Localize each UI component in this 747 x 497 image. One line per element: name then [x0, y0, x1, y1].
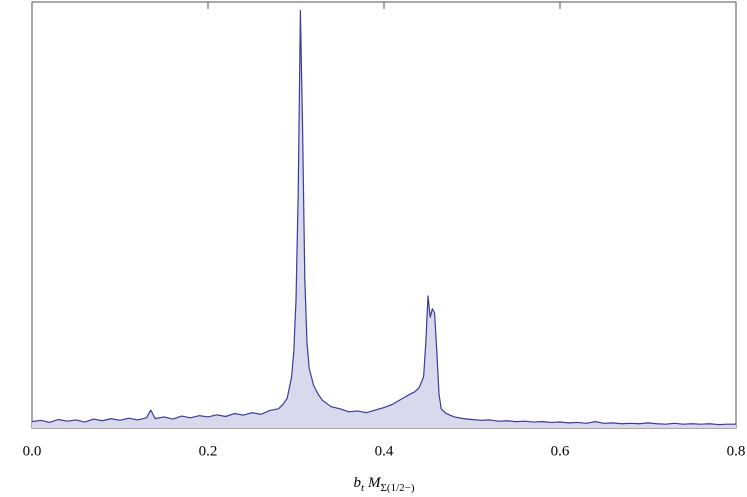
area-fill	[32, 10, 736, 429]
plot-frame	[31, 1, 737, 429]
x-label-part: M	[367, 475, 382, 491]
x-tick-label: 0.6	[551, 443, 570, 459]
x-label-part: t	[361, 482, 365, 494]
x-axis-label: bt MΣ(1/2−)	[353, 475, 414, 493]
data-line	[31, 9, 736, 426]
x-label-part: Σ(1/2−)	[381, 482, 415, 494]
x-label-part: b	[353, 475, 361, 491]
x-tick-label: 0.2	[199, 443, 218, 459]
x-tick-label: 0.8	[727, 443, 746, 459]
x-tick-label: 0.0	[23, 443, 42, 459]
x-tick-label: 0.4	[375, 443, 394, 459]
